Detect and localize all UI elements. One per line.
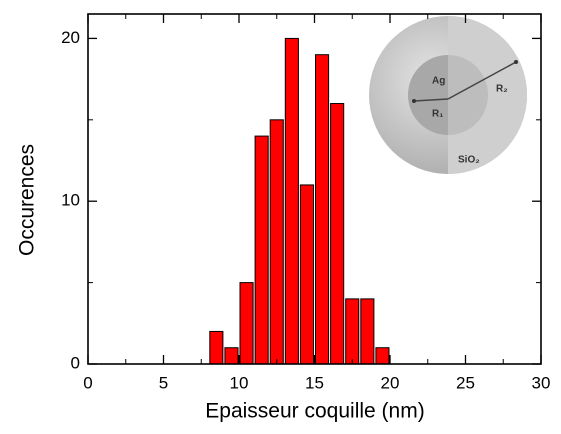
x-tick-label: 10 [230, 373, 249, 392]
bar [209, 330, 224, 365]
bar [299, 184, 314, 365]
inset-label: R₁ [432, 109, 443, 120]
y-tick-label: 0 [71, 353, 80, 372]
y-tick-label: 20 [61, 28, 80, 47]
x-tick-label: 30 [532, 373, 551, 392]
inset-label: R₂ [496, 84, 508, 95]
inset-label: Ag [432, 76, 445, 87]
x-tick-label: 0 [83, 373, 92, 392]
inset-label: SiO₂ [458, 155, 480, 166]
bar [315, 54, 330, 365]
bar [269, 119, 284, 365]
inset-diagram: Ag R₁ R₂ SiO₂ [369, 16, 527, 174]
x-tick-label: 15 [305, 373, 324, 392]
y-axis-label: Occurences [16, 144, 39, 256]
bar [345, 298, 360, 365]
bar [284, 37, 299, 365]
y-tick-label: 10 [61, 191, 80, 210]
x-tick-label: 20 [381, 373, 400, 392]
x-tick-label: 5 [159, 373, 168, 392]
x-tick-label: 25 [456, 373, 475, 392]
bar [254, 135, 269, 365]
bar [239, 282, 254, 365]
bar [375, 347, 390, 365]
bar [224, 347, 239, 365]
x-axis-label: Epaisseur coquille (nm) [205, 400, 424, 423]
bar [360, 298, 375, 365]
plot-frame [87, 13, 542, 365]
bar [330, 103, 345, 365]
